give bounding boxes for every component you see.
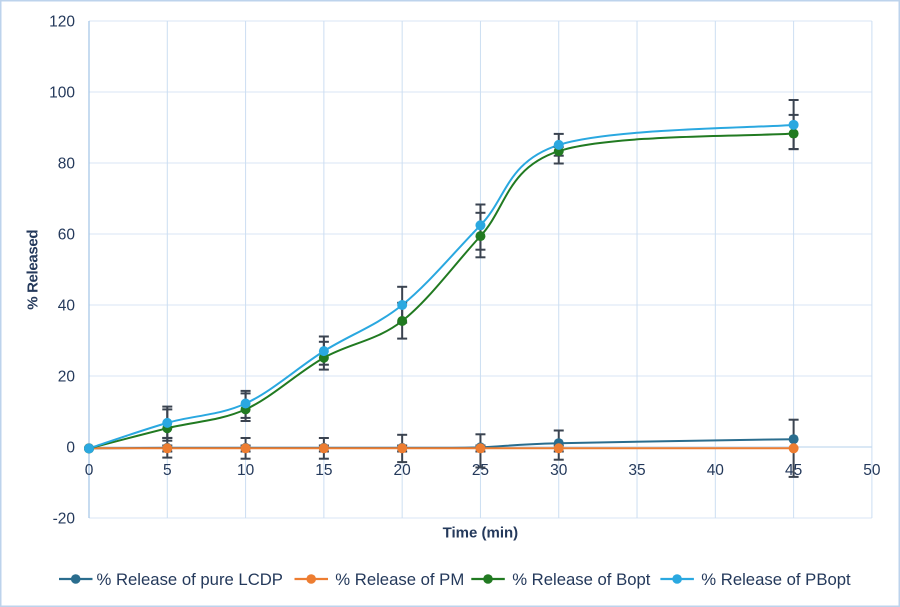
svg-text:60: 60 <box>58 227 76 244</box>
svg-text:0: 0 <box>85 462 94 479</box>
svg-text:120: 120 <box>49 14 75 31</box>
svg-text:5: 5 <box>163 462 172 479</box>
svg-text:% Released: % Released <box>24 230 41 310</box>
svg-text:Time (min): Time (min) <box>443 524 519 541</box>
svg-text:35: 35 <box>628 462 645 479</box>
svg-text:% Release of PM: % Release of PM <box>335 570 464 589</box>
svg-text:10: 10 <box>237 462 255 479</box>
svg-text:50: 50 <box>863 462 881 479</box>
svg-text:% Release of Bopt: % Release of Bopt <box>512 570 651 589</box>
svg-text:% Release of PBopt: % Release of PBopt <box>701 570 851 589</box>
svg-text:40: 40 <box>707 462 725 479</box>
svg-text:80: 80 <box>58 156 76 173</box>
svg-text:15: 15 <box>315 462 332 479</box>
svg-text:20: 20 <box>394 462 412 479</box>
svg-text:30: 30 <box>550 462 568 479</box>
svg-text:100: 100 <box>49 85 75 102</box>
svg-text:0: 0 <box>66 440 75 457</box>
svg-text:-20: -20 <box>53 511 76 528</box>
svg-text:% Release of pure LCDP: % Release of pure LCDP <box>97 570 283 589</box>
svg-text:40: 40 <box>58 298 76 315</box>
svg-text:20: 20 <box>58 369 76 386</box>
svg-text:25: 25 <box>472 462 489 479</box>
